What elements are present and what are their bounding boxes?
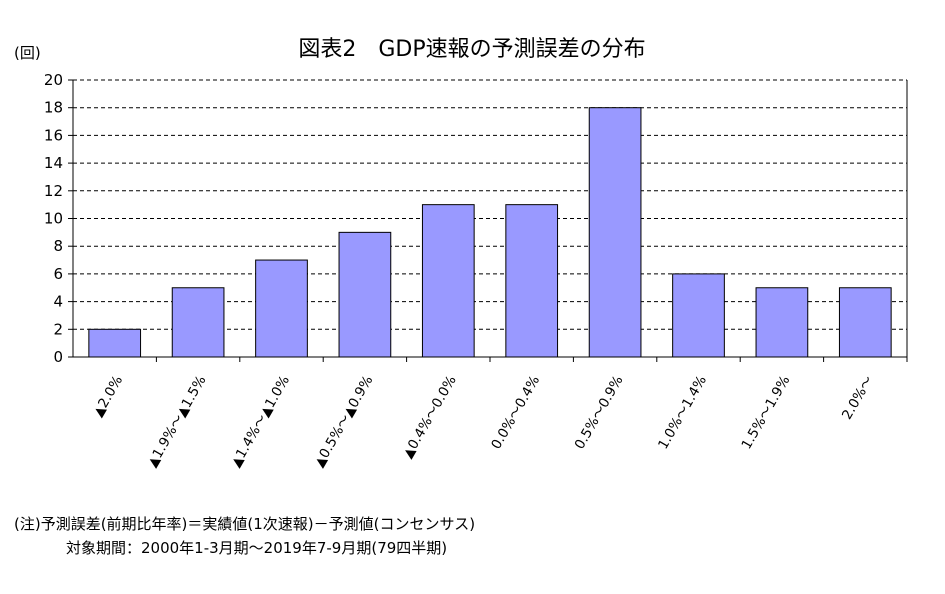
y-tick-label: 4 xyxy=(53,293,63,311)
chart-notes: (注)予測誤差(前期比年率)＝実績値(1次速報)－予測値(コンセンサス) 対象期… xyxy=(14,512,475,560)
y-tick-label: 12 xyxy=(44,182,63,200)
x-category-label: 1.0%～1.4% xyxy=(655,373,710,452)
y-tick-label: 14 xyxy=(44,154,63,172)
y-axis-unit: (回) xyxy=(14,44,41,62)
x-category-label: ▲0.4%～0.0% xyxy=(400,373,460,461)
note-definition: (注)予測誤差(前期比年率)＝実績値(1次速報)－予測値(コンセンサス) xyxy=(14,515,476,533)
bar xyxy=(338,231,392,358)
bar xyxy=(672,273,725,358)
bar xyxy=(421,204,475,358)
x-category-label: ▲1.4%～▲1.0% xyxy=(228,373,293,470)
note-period: 対象期間：2000年1-3月期～2019年7-9月期(79四半期) xyxy=(66,539,448,557)
x-category-label: 0.0%～0.4% xyxy=(488,373,543,452)
y-tick-label: 6 xyxy=(53,265,63,283)
bar xyxy=(755,287,809,358)
bar xyxy=(171,287,225,358)
bar xyxy=(88,328,142,358)
y-tick-label: 16 xyxy=(44,126,63,144)
y-tick-label: 20 xyxy=(44,71,63,89)
y-tick-label: 2 xyxy=(53,320,63,338)
bar xyxy=(255,259,308,358)
y-tick-label: 18 xyxy=(44,99,63,117)
bar xyxy=(838,287,892,358)
bar xyxy=(505,204,559,358)
x-category-label: 0.5%～0.9% xyxy=(572,373,627,452)
y-tick-label: 0 xyxy=(53,348,63,366)
x-category-label: ▲1.9%～▲1.5% xyxy=(144,373,209,470)
chart-title: 図表2 GDP速報の予測誤差の分布 xyxy=(298,37,645,62)
x-category-label: 2.0%～ xyxy=(839,373,877,422)
x-category-label: ▲0.5%～▲0.9% xyxy=(311,373,376,470)
y-tick-label: 10 xyxy=(44,210,63,228)
x-category-label: 1.5%～1.9% xyxy=(738,373,793,452)
x-category-label: ▲2.0% xyxy=(90,373,126,420)
y-tick-label: 8 xyxy=(53,237,63,255)
bar xyxy=(588,107,642,358)
